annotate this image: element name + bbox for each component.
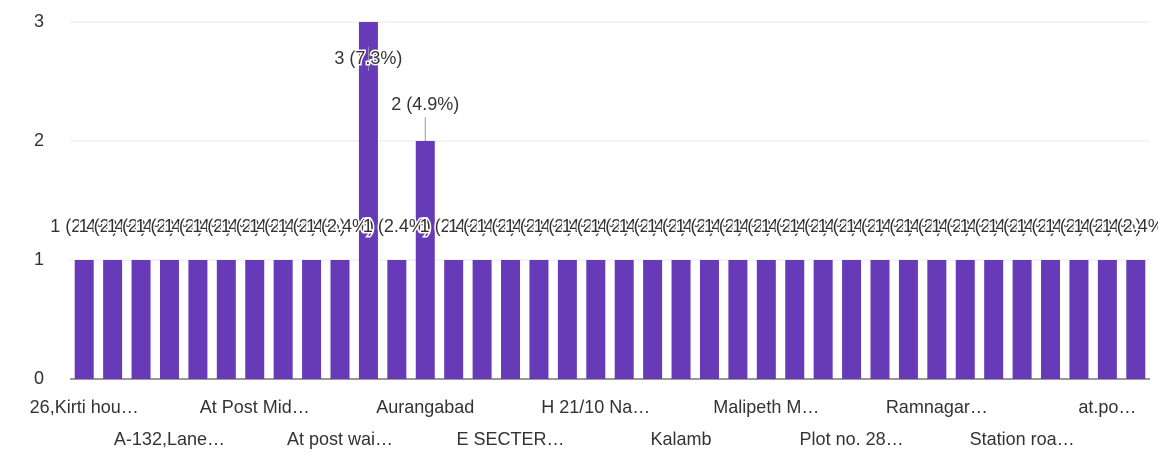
value-label: 1 (2.4%): [818, 216, 886, 236]
y-tick-label: 3: [34, 11, 44, 31]
x-tick-label: Plot no. 28…: [800, 429, 904, 449]
bar: [245, 260, 265, 379]
value-label: 1 (2.4%): [306, 216, 374, 236]
bar: [103, 260, 123, 379]
value-label: 1 (2.4%): [107, 216, 175, 236]
x-tick-label: Station roa…: [970, 429, 1075, 449]
value-label: 1 (2.4%): [1073, 216, 1141, 236]
bar: [1126, 260, 1146, 379]
value-label: 1 (2.4%): [931, 216, 999, 236]
value-label: 1 (2.4%): [647, 216, 715, 236]
bar: [842, 260, 862, 379]
bar: [728, 260, 748, 379]
bar: [74, 260, 94, 379]
y-tick-label: 0: [34, 368, 44, 388]
x-tick-label: At Post Mid…: [200, 397, 310, 417]
bar: [955, 260, 975, 379]
value-label: 1 (2.4%): [619, 216, 687, 236]
x-tick-label: at.po…: [1078, 397, 1136, 417]
bar: [898, 260, 918, 379]
bar: [501, 260, 521, 379]
bar: [1069, 260, 1089, 379]
bar: [927, 260, 947, 379]
bar: [358, 22, 378, 379]
bar: [387, 260, 407, 379]
value-label: 1 (2.4%): [960, 216, 1028, 236]
value-label: 1 (2.4%): [1102, 216, 1158, 236]
value-label: 1 (2.4%): [477, 216, 545, 236]
bar: [699, 260, 719, 379]
x-tick-label: A-132,Lane…: [114, 429, 225, 449]
bar: [614, 260, 634, 379]
value-label: 1 (2.4%): [448, 216, 516, 236]
value-label: 1 (2.4%): [675, 216, 743, 236]
bar: [557, 260, 577, 379]
bar: [188, 260, 208, 379]
x-tick-label: At post wai…: [287, 429, 393, 449]
x-tick-label: Kalamb: [651, 429, 712, 449]
bar: [671, 260, 691, 379]
bar: [984, 260, 1004, 379]
value-label: 1 (2.4%): [789, 216, 857, 236]
value-label: 1 (2.4%): [903, 216, 971, 236]
x-tick-label: Aurangabad: [376, 397, 474, 417]
x-tick-label: H 21/10 Na…: [541, 397, 650, 417]
y-tick-label: 1: [34, 249, 44, 269]
value-label: 2 (4.9%): [391, 94, 459, 114]
y-tick-label: 2: [34, 130, 44, 150]
value-label: 1 (2.4%): [50, 216, 118, 236]
value-label: 1 (2.4%): [533, 216, 601, 236]
x-tick-label: Malipeth M…: [713, 397, 819, 417]
bar: [216, 260, 236, 379]
value-label: 1 (2.4%): [192, 216, 260, 236]
x-tick-label: Ramnagar…: [886, 397, 988, 417]
bar: [586, 260, 606, 379]
value-label: 1 (2.4%): [363, 216, 431, 236]
bar: [472, 260, 492, 379]
value-label: 1 (2.4%): [874, 216, 942, 236]
value-label: 1 (2.4%): [704, 216, 772, 236]
value-label: 1 (2.4%): [988, 216, 1056, 236]
x-tick-label: 26,Kirti hou…: [30, 397, 139, 417]
bar: [756, 260, 776, 379]
bar: [529, 260, 549, 379]
bar: [1012, 260, 1032, 379]
value-label: 1 (2.4%): [1017, 216, 1085, 236]
bar: [785, 260, 805, 379]
value-label: 1 (2.4%): [278, 216, 346, 236]
value-label: 1 (2.4%): [732, 216, 800, 236]
value-label: 1 (2.4%): [505, 216, 573, 236]
value-label: 1 (2.4%): [164, 216, 232, 236]
bar: [415, 141, 435, 379]
bar: [813, 260, 833, 379]
value-label: 1 (2.4%): [249, 216, 317, 236]
value-label: 1 (2.4%): [590, 216, 658, 236]
bar: [330, 260, 350, 379]
value-label: 1 (2.4%): [761, 216, 829, 236]
value-label: 3 (7.3%): [334, 48, 402, 68]
bar: [444, 260, 464, 379]
bar: [302, 260, 322, 379]
bar: [131, 260, 151, 379]
value-label: 1 (2.4%): [420, 216, 488, 236]
value-label: 1 (2.4%): [79, 216, 147, 236]
value-label: 1 (2.4%): [562, 216, 630, 236]
value-label: 1 (2.4%): [846, 216, 914, 236]
x-tick-label: E SECTER…: [457, 429, 565, 449]
bar: [1097, 260, 1117, 379]
value-label: 1 (2.4%): [135, 216, 203, 236]
bar: [870, 260, 890, 379]
bar: [273, 260, 293, 379]
bar: [1041, 260, 1061, 379]
bar: [643, 260, 663, 379]
value-label: 1 (2.4%): [1045, 216, 1113, 236]
value-label: 1 (2.4%): [221, 216, 289, 236]
bar: [159, 260, 179, 379]
